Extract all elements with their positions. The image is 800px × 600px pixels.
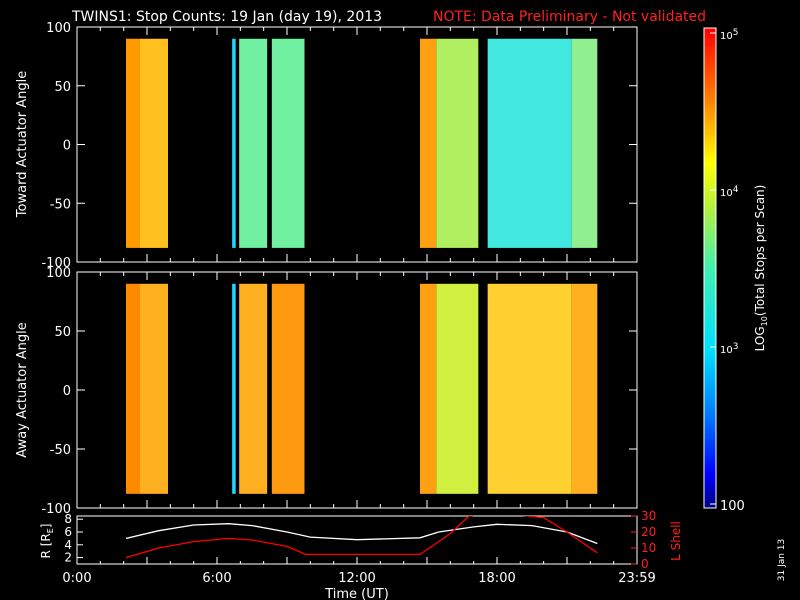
away-data-block bbox=[420, 283, 437, 494]
orbit-ytick-right-label: 0 bbox=[641, 557, 649, 571]
x-tick-label: 18:00 bbox=[478, 571, 515, 586]
orbit-ylabel-right: L Shell bbox=[669, 521, 683, 561]
away-data-block bbox=[487, 283, 572, 494]
away-data-block bbox=[436, 283, 479, 494]
orbit-ytick-right-label: 30 bbox=[641, 509, 656, 523]
colorbar-tick-1e4: 104 bbox=[720, 185, 739, 199]
away-data-block bbox=[271, 283, 305, 494]
away-ytick-label: -100 bbox=[41, 502, 71, 517]
colorbar-label: LOG10(Total Stops per Scan) bbox=[753, 185, 769, 352]
toward-panel: 100 50 0 -50 -100 Toward Actuator Angle bbox=[15, 21, 638, 271]
toward-ytick-label: 100 bbox=[46, 21, 71, 36]
away-ytick-label: 100 bbox=[46, 266, 71, 281]
x-tick-label: 23:59 bbox=[618, 571, 655, 586]
away-ytick-label: 0 bbox=[63, 384, 71, 399]
toward-data-block bbox=[436, 38, 479, 248]
colorbar-frame bbox=[703, 27, 717, 509]
toward-data-block bbox=[126, 38, 140, 248]
colorbar-tick-1e5: 105 bbox=[720, 28, 738, 42]
toward-data-block bbox=[239, 38, 268, 248]
away-data-block bbox=[126, 283, 140, 494]
orbit-ytick-right-label: 20 bbox=[641, 525, 656, 539]
colorbar-tick-100: 100 bbox=[720, 499, 745, 514]
colorbar-tick-1e3: 103 bbox=[720, 342, 738, 356]
away-data-block bbox=[571, 283, 598, 494]
toward-data-block bbox=[140, 38, 168, 248]
preliminary-note: NOTE: Data Preliminary - Not validated bbox=[433, 9, 706, 25]
x-tick-label: 12:00 bbox=[338, 571, 375, 586]
chart-title: TWINS1: Stop Counts: 19 Jan (day 19), 20… bbox=[71, 9, 382, 25]
x-tick-label: 0:00 bbox=[62, 571, 91, 586]
toward-ytick-label: 50 bbox=[54, 80, 71, 95]
lshell-line bbox=[125, 516, 598, 559]
orbit-ylabel-left: R [RE] bbox=[39, 524, 55, 559]
toward-ytick-label: 0 bbox=[63, 139, 71, 154]
toward-ytick-label: -100 bbox=[41, 256, 71, 271]
away-ytick-label: 50 bbox=[54, 325, 71, 340]
away-data-block bbox=[140, 283, 168, 494]
toward-data-block bbox=[571, 38, 598, 248]
orbit-ytick-left-label: 4 bbox=[64, 538, 72, 552]
away-data-block bbox=[232, 283, 236, 494]
x-axis-label: Time (UT) bbox=[324, 587, 389, 600]
colorbar: 105 104 103 100 LOG10(Total Stops per Sc… bbox=[703, 27, 769, 514]
toward-data-block bbox=[420, 38, 437, 248]
orbit-ytick-left-label: 2 bbox=[64, 551, 72, 565]
radius-line bbox=[125, 523, 598, 545]
side-date: 31 Jan 13 bbox=[777, 539, 787, 582]
toward-data-block bbox=[487, 38, 572, 248]
orbit-ytick-left-label: 8 bbox=[64, 512, 72, 526]
away-ylabel: Away Actuator Angle bbox=[15, 322, 30, 457]
x-tick-label: 6:00 bbox=[202, 571, 231, 586]
orbit-ytick-right-label: 10 bbox=[641, 541, 656, 555]
away-data-block bbox=[239, 283, 268, 494]
orbit-ytick-left-label: 6 bbox=[64, 525, 72, 539]
toward-ylabel: Toward Actuator Angle bbox=[15, 71, 30, 218]
toward-data-block bbox=[232, 38, 236, 248]
toward-data-block bbox=[271, 38, 305, 248]
away-panel: 100 50 0 -50 -100 Away Actuator Angle bbox=[15, 266, 638, 517]
away-ytick-label: -50 bbox=[50, 443, 71, 458]
toward-ytick-label: -50 bbox=[50, 197, 71, 212]
colorbar-gradient bbox=[704, 28, 716, 508]
